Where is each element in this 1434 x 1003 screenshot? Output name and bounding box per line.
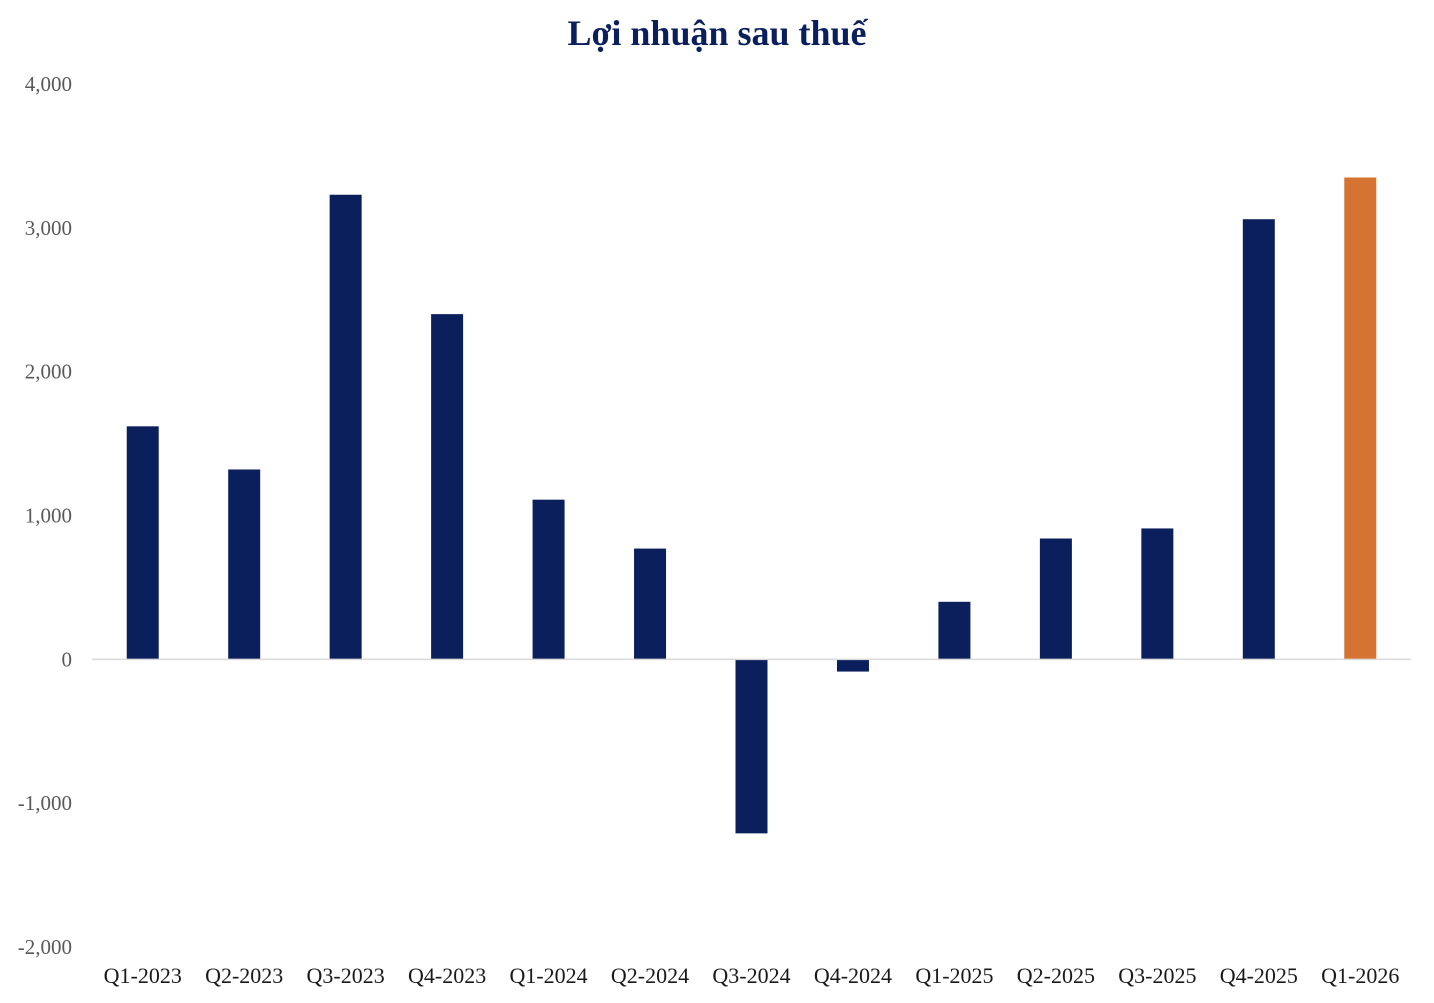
x-tick-label: Q2-2025 — [1017, 963, 1095, 988]
bar-q2-2023 — [228, 469, 261, 660]
bar-q4-2025 — [1242, 219, 1275, 660]
x-tick-label: Q4-2023 — [408, 963, 486, 988]
y-tick-label: 4,000 — [25, 72, 72, 96]
y-tick-label: 1,000 — [25, 504, 72, 528]
bar-q3-2023 — [329, 194, 362, 660]
bar-q4-2023 — [431, 314, 464, 660]
bar-q3-2025 — [1141, 528, 1174, 660]
x-tick-label: Q3-2024 — [712, 963, 790, 988]
bar-q4-2024 — [836, 659, 869, 672]
x-tick-label: Q4-2025 — [1220, 963, 1298, 988]
y-tick-label: -1,000 — [18, 791, 72, 815]
bar-q1-2025 — [938, 601, 971, 660]
bar-q1-2023 — [126, 426, 159, 660]
x-tick-label: Q1-2024 — [509, 963, 587, 988]
bar-q1-2026 — [1344, 177, 1377, 660]
x-tick-label: Q1-2025 — [915, 963, 993, 988]
y-tick-label: 3,000 — [25, 216, 72, 240]
chart-title: Lợi nhuận sau thuế — [567, 13, 867, 53]
x-tick-label: Q2-2023 — [205, 963, 283, 988]
bar-q3-2024 — [735, 659, 768, 834]
x-tick-label: Q2-2024 — [611, 963, 689, 988]
x-tick-label: Q3-2023 — [307, 963, 385, 988]
bar-q2-2025 — [1039, 538, 1072, 660]
y-tick-label: -2,000 — [18, 935, 72, 959]
y-tick-label: 2,000 — [25, 360, 72, 384]
x-tick-label: Q1-2023 — [104, 963, 182, 988]
bar-q1-2024 — [532, 499, 565, 660]
x-tick-label: Q4-2024 — [814, 963, 892, 988]
x-tick-label: Q3-2025 — [1118, 963, 1196, 988]
bar-q2-2024 — [634, 548, 667, 660]
y-tick-label: 0 — [62, 647, 73, 671]
x-tick-label: Q1-2026 — [1321, 963, 1399, 988]
